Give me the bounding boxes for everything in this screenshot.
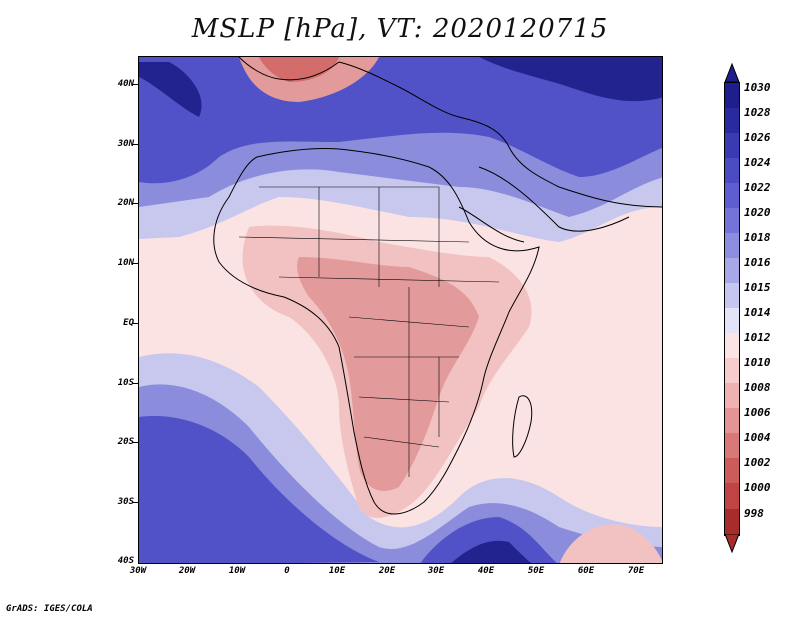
colorbar-label: 1030: [744, 81, 771, 94]
colorbar-box: [725, 158, 739, 183]
colorbar-label: 998: [744, 507, 764, 520]
y-label-eq: EQ: [123, 318, 134, 328]
colorbar-label: 1014: [744, 306, 771, 319]
eurasia-coastline: [338, 61, 662, 208]
map-canvas: [139, 57, 662, 563]
colorbar-box: [725, 408, 739, 433]
colorbar-label: 1016: [744, 256, 771, 269]
field-deep-high-south: [451, 540, 532, 563]
africa-coastline: [213, 148, 540, 515]
y-tick: [132, 84, 138, 85]
y-label-10n: 10N: [117, 258, 134, 268]
colorbar-label: 1020: [744, 206, 771, 219]
colorbar-bottom-arrow: [724, 534, 740, 554]
field-deep-low-med: [259, 57, 339, 82]
colorbar-box: [725, 358, 739, 383]
colorbar-box: [725, 258, 739, 283]
colorbar-label: 1012: [744, 331, 771, 344]
colorbar-box: [725, 383, 739, 408]
colorbar-box: [725, 433, 739, 458]
x-label-10e: 10E: [328, 566, 346, 576]
colorbar-box: [725, 83, 739, 108]
country-borders: [238, 186, 500, 477]
x-label-30w: 30W: [129, 566, 147, 576]
y-tick: [132, 203, 138, 204]
y-label-30n: 30N: [117, 139, 134, 149]
madagascar-coastline: [512, 395, 533, 458]
mslp-map: [138, 56, 663, 564]
x-label-0: 0: [284, 566, 290, 576]
colorbar-label: 1004: [744, 431, 771, 444]
colorbar-box: [725, 208, 739, 233]
colorbar-box: [725, 133, 739, 158]
colorbar-label: 1000: [744, 481, 771, 494]
x-label-20w: 20W: [178, 566, 196, 576]
colorbar-label: 1022: [744, 181, 771, 194]
colorbar-box: [725, 233, 739, 258]
colorbar-label: 1015: [744, 281, 771, 294]
colorbar-label: 1008: [744, 381, 771, 394]
field-weak-low-sio: [559, 524, 662, 563]
x-label-30e: 30E: [427, 566, 445, 576]
y-label-20n: 20N: [117, 198, 134, 208]
field-high-south-atlantic: [139, 416, 379, 563]
colorbar-label: 1026: [744, 131, 771, 144]
x-label-50e: 50E: [527, 566, 545, 576]
x-label-70e: 70E: [627, 566, 645, 576]
y-label-20s: 20S: [117, 437, 134, 447]
y-tick: [132, 323, 138, 324]
x-label-40e: 40E: [477, 566, 495, 576]
field-deep-high-azores: [139, 62, 202, 117]
y-label-10s: 10S: [117, 378, 134, 388]
field-high-south-indian: [420, 517, 557, 563]
iberia-coastline: [238, 57, 340, 81]
y-label-40n: 40N: [117, 79, 134, 89]
x-label-20e: 20E: [378, 566, 396, 576]
colorbar-label: 1018: [744, 231, 771, 244]
y-tick: [132, 442, 138, 443]
field-deep-high-east: [479, 57, 662, 102]
colorbar-box: [725, 333, 739, 358]
colorbar-label: 1006: [744, 406, 771, 419]
colorbar: [724, 82, 740, 536]
map-title: MSLP [hPa], VT: 2020120715: [191, 14, 609, 44]
y-tick: [132, 263, 138, 264]
colorbar-label: 1024: [744, 156, 771, 169]
y-label-40s: 40S: [117, 556, 134, 566]
arabia-coastline: [478, 166, 630, 232]
y-label-30s: 30S: [117, 497, 134, 507]
colorbar-top-arrow: [724, 62, 740, 82]
colorbar-label: 1028: [744, 106, 771, 119]
colorbar-box: [725, 458, 739, 483]
colorbar-box: [725, 283, 739, 308]
red-sea-coast: [458, 206, 525, 243]
colorbar-box: [725, 308, 739, 333]
colorbar-box: [725, 483, 739, 509]
grads-credit: GrADS: IGES/COLA: [6, 604, 93, 614]
colorbar-label: 1010: [744, 356, 771, 369]
colorbar-box: [725, 183, 739, 208]
field-low-continent: [297, 257, 479, 491]
y-tick: [132, 502, 138, 503]
x-label-10w: 10W: [228, 566, 246, 576]
x-label-60e: 60E: [577, 566, 595, 576]
y-tick: [132, 144, 138, 145]
y-tick: [132, 383, 138, 384]
colorbar-box: [725, 509, 739, 535]
colorbar-label: 1002: [744, 456, 771, 469]
colorbar-box: [725, 108, 739, 133]
